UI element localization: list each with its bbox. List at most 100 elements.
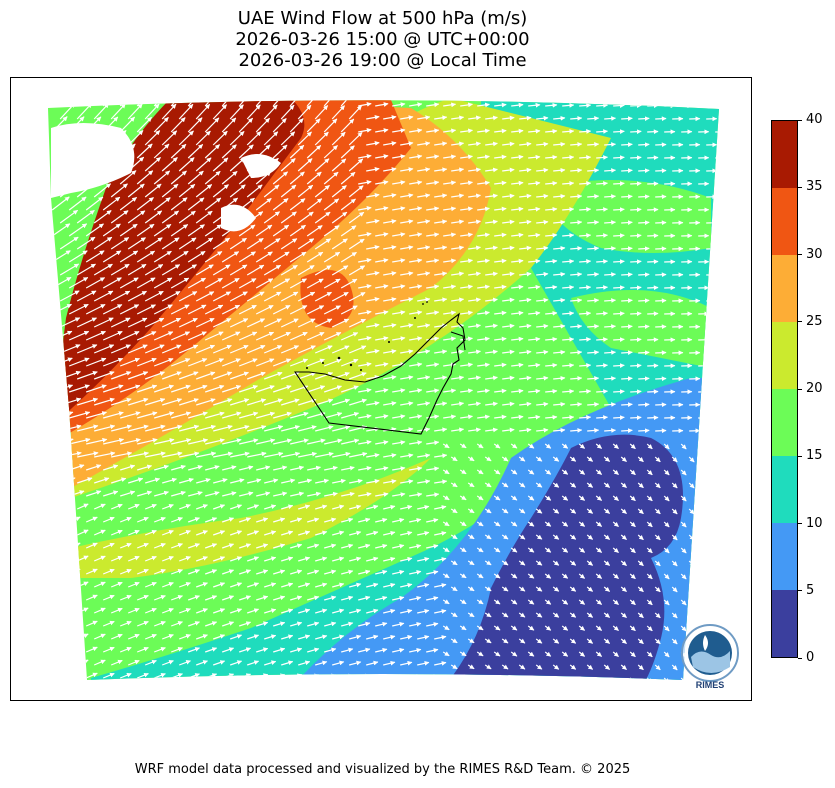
wind-vector: [366, 401, 380, 406]
wind-vector: [570, 141, 583, 147]
title-line-2: 2026-03-26 15:00 @ UTC+00:00: [235, 29, 530, 50]
wind-vector: [255, 197, 272, 211]
wind-vector: [460, 154, 473, 160]
wind-vector: [229, 184, 246, 198]
wind-vector: [647, 103, 659, 109]
wind-vector: [229, 211, 247, 224]
wind-vector: [68, 357, 90, 367]
wind-vector: [366, 297, 380, 302]
wind-vector: [212, 130, 228, 146]
wind-vector: [263, 264, 282, 276]
wind-vector: [239, 384, 258, 393]
wind-vector: [613, 103, 625, 108]
wind-vector: [468, 323, 481, 329]
wind-vector: [272, 198, 289, 211]
wind-vector: [570, 219, 583, 225]
wind-vector: [451, 401, 465, 407]
wind-vector: [400, 167, 414, 172]
wind-vector: [161, 371, 182, 380]
wind-vector: [59, 317, 81, 328]
wind-vector: [153, 223, 172, 237]
wind-vector: [205, 384, 225, 393]
wind-vector: [613, 337, 625, 342]
wind-vector: [621, 116, 633, 121]
wind-vector: [238, 100, 253, 107]
wind-vector: [434, 245, 448, 251]
wind-vector: [638, 298, 650, 304]
wind-vector: [221, 100, 236, 107]
wind-vector: [161, 264, 181, 276]
wind-vector: [502, 349, 515, 355]
wind-vector: [553, 141, 566, 147]
wind-vector: [306, 331, 325, 341]
wind-vector: [204, 304, 224, 315]
wind-vector: [460, 102, 473, 108]
wind-vector: [630, 259, 642, 265]
wind-vector: [528, 284, 541, 290]
wind-vector: [195, 317, 215, 328]
wind-vector: [272, 171, 288, 185]
wind-vector: [178, 157, 195, 172]
wind-vector: [443, 206, 457, 212]
wind-vector: [102, 196, 121, 211]
wind-vector: [545, 232, 558, 238]
wind-vector: [528, 310, 541, 316]
colorbar-tick: [798, 590, 802, 592]
wind-vector: [476, 677, 484, 680]
wind-vector: [417, 115, 431, 120]
wind-vector: [587, 350, 600, 355]
wind-vector: [400, 141, 414, 146]
wind-vector: [297, 211, 314, 224]
wind-vector: [545, 336, 558, 342]
wind-vector: [76, 183, 95, 198]
wind-vector: [68, 100, 84, 107]
wind-vector: [409, 180, 423, 185]
wind-vector: [178, 130, 194, 146]
wind-vector: [127, 183, 145, 198]
wind-vector: [638, 168, 650, 174]
wind-vector: [306, 198, 323, 211]
wind-vector: [426, 310, 440, 316]
wind-vector: [136, 197, 154, 211]
wind-vector: [119, 331, 140, 341]
wind-vector: [604, 116, 616, 121]
wind-vector: [638, 402, 650, 408]
wind-vector: [153, 358, 174, 367]
wind-vector: [519, 401, 532, 407]
wind-vector: [93, 371, 115, 380]
wind-vector: [170, 250, 189, 263]
wind-vector: [477, 206, 490, 212]
wind-vector: [375, 362, 389, 367]
wind-vector: [127, 290, 147, 302]
wind-vector: [229, 291, 248, 302]
wind-vector: [68, 223, 88, 237]
wind-vector: [272, 224, 290, 237]
wind-vector: [502, 245, 515, 251]
wind-vector: [536, 271, 549, 277]
wind-vector: [621, 376, 633, 381]
wind-vector: [443, 154, 457, 160]
wind-vector: [426, 232, 440, 238]
wind-vector: [306, 118, 321, 133]
colorbar-tick: [798, 254, 802, 255]
wind-vector: [714, 573, 719, 580]
wind-vector: [102, 143, 119, 159]
wind-vector: [443, 310, 457, 316]
wind-vector: [697, 443, 704, 450]
wind-vector: [340, 171, 356, 185]
wind-vector: [306, 100, 320, 107]
wind-vector: [86, 384, 107, 393]
wind-vector: [366, 271, 380, 276]
wind-vector: [579, 311, 592, 316]
wind-vector: [161, 237, 180, 250]
wind-vector: [323, 251, 341, 263]
wind-vector: [511, 362, 524, 368]
wind-vector: [477, 180, 490, 186]
wind-vector: [477, 154, 490, 160]
wind-vector: [579, 337, 592, 342]
wind-vector: [358, 180, 372, 185]
wind-vector: [647, 337, 659, 343]
wind-vector: [655, 428, 667, 434]
wind-vector: [358, 128, 372, 133]
wind-vector: [621, 142, 633, 147]
